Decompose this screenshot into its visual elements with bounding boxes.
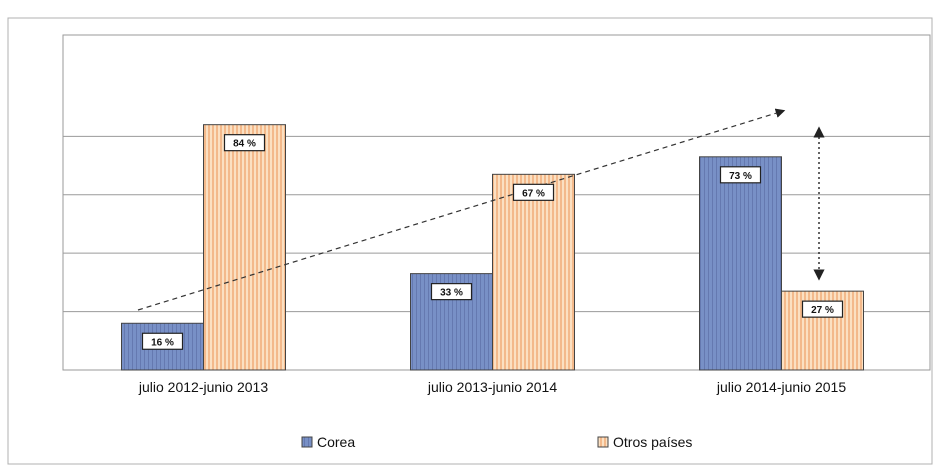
data-labels: 16 % 84 % 33 % 67 % 73 % 27 %	[141, 134, 844, 350]
legend-swatch-otros-paises	[597, 436, 609, 448]
legend-label: Corea	[317, 434, 355, 450]
data-label: 73 %	[729, 171, 752, 182]
data-label: 84 %	[233, 139, 256, 150]
data-label-box	[719, 166, 762, 184]
x-tick-label: julio 2013-junio 2014	[427, 379, 557, 395]
bar-otros-paises	[492, 173, 575, 371]
bar-otros-paises	[203, 124, 286, 371]
data-label-box	[512, 183, 555, 201]
data-label-box	[141, 332, 184, 350]
legend: Corea Otros países	[301, 434, 692, 450]
data-label-box	[223, 134, 266, 152]
data-label-box	[430, 283, 473, 301]
x-tick-label: julio 2014-junio 2015	[716, 379, 846, 395]
bar-corea	[699, 156, 782, 371]
data-label: 33 %	[440, 288, 463, 299]
data-label: 67 %	[522, 188, 545, 199]
x-axis-tick-labels: julio 2012-junio 2013 julio 2013-junio 20…	[138, 379, 846, 395]
data-label: 16 %	[151, 337, 174, 348]
annotations	[137, 108, 825, 311]
chart-area-border	[7, 17, 933, 465]
data-label: 27 %	[811, 305, 834, 316]
x-tick-label: julio 2012-junio 2013	[138, 379, 268, 395]
legend-swatch-corea	[301, 436, 313, 448]
trend-arrow	[137, 108, 786, 311]
data-label-box	[801, 300, 844, 318]
legend-label: Otros países	[613, 434, 692, 450]
